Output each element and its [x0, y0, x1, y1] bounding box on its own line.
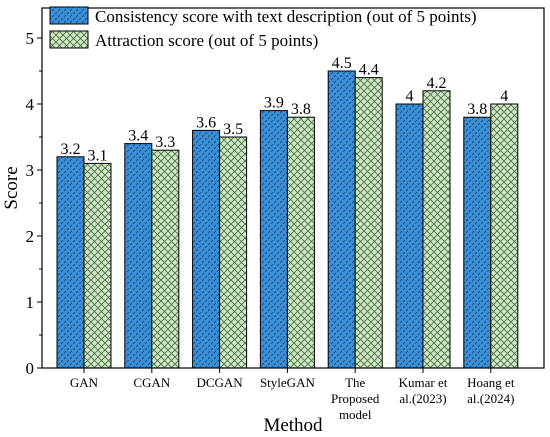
x-tick-label-6-line-0: Hoang et	[467, 375, 515, 390]
x-tick-label-1: CGAN	[133, 375, 170, 390]
y-tick-label-0: 0	[26, 359, 35, 378]
x-tick-label-6-line-1: al.(2024)	[467, 391, 514, 406]
bar-attraction-1	[151, 149, 180, 369]
y-tick-label-4: 4	[26, 95, 35, 114]
bar-consistency-3	[259, 110, 288, 369]
legend-label-attraction: Attraction score (out of 5 points)	[95, 31, 318, 50]
legend-label-consistency: Consistency score with text description …	[95, 7, 477, 26]
bar-attraction-3	[286, 116, 315, 369]
bar-consistency-4	[327, 70, 356, 369]
data-label-attraction-0: 3.1	[88, 147, 108, 164]
data-label-attraction-5: 4.2	[427, 75, 447, 92]
x-tick-label-2: DCGAN	[196, 375, 243, 390]
x-tick-label-4-line-2: model	[339, 407, 372, 422]
data-label-consistency-1: 3.4	[128, 128, 148, 145]
y-tick-label-2: 2	[26, 227, 35, 246]
plot-frame	[41, 7, 545, 369]
y-tick-label-1: 1	[26, 293, 35, 312]
y-axis: 0 1 2 3 4 5	[26, 29, 42, 378]
data-label-consistency-5: 4	[406, 88, 414, 105]
bar-attraction-4	[354, 77, 383, 369]
data-label-consistency-4: 4.5	[332, 55, 352, 72]
bar-attraction-2	[219, 136, 248, 369]
bar-consistency-5	[395, 103, 424, 369]
bars-layer: 3.2 3.1 3.4 3.3 3.6 3.5 3.9 3.8 4.5 4.4 4 4.2 3.8 4	[56, 55, 519, 369]
bar-consistency-1	[124, 143, 153, 369]
x-tick-label-3: StyleGAN	[260, 375, 316, 390]
x-axis-title: Method	[263, 415, 323, 436]
bar-attraction-0	[83, 162, 112, 369]
y-tick-label-5: 5	[26, 29, 35, 48]
bar-attraction-5	[422, 90, 451, 369]
data-label-attraction-2: 3.5	[223, 121, 243, 138]
data-label-consistency-2: 3.6	[196, 114, 216, 131]
x-tick-label-5-line-0: Kumar et	[399, 375, 448, 390]
legend: Consistency score with text description …	[49, 6, 477, 50]
y-axis-title: Score	[1, 166, 22, 209]
data-label-attraction-1: 3.3	[155, 134, 175, 151]
data-label-attraction-6: 4	[500, 88, 508, 105]
bar-consistency-6	[463, 116, 492, 369]
bar-consistency-2	[192, 129, 221, 369]
data-label-consistency-0: 3.2	[61, 141, 81, 158]
bar-attraction-6	[490, 103, 519, 369]
x-tick-label-5-line-1: al.(2023)	[399, 391, 446, 406]
x-tick-label-0: GAN	[70, 375, 99, 390]
legend-swatch-consistency	[49, 6, 89, 25]
y-tick-label-3: 3	[26, 161, 35, 180]
data-label-consistency-3: 3.9	[264, 95, 284, 112]
data-label-consistency-6: 3.8	[467, 101, 487, 118]
legend-swatch-attraction	[49, 30, 89, 49]
bar-consistency-0	[56, 156, 85, 369]
data-label-attraction-3: 3.8	[291, 101, 311, 118]
data-label-attraction-4: 4.4	[359, 62, 379, 79]
x-tick-label-4-line-0: The	[345, 375, 365, 390]
x-tick-label-4-line-1: Proposed	[331, 391, 380, 406]
